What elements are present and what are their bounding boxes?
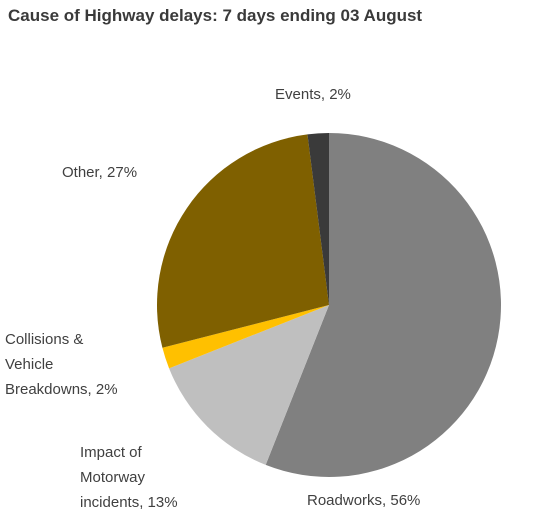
pie-slice [307,133,329,305]
chart-title: Cause of Highway delays: 7 days ending 0… [8,6,423,25]
pie-slice [265,133,502,478]
slice-label: Collisions & Vehicle Breakdowns, 2% [5,331,118,398]
pie-slice [162,305,329,369]
slice-label: Impact of Motorway incidents, 13% [80,444,178,511]
pie-slice [169,305,329,465]
slice-label: Events, 2% [275,86,351,103]
slice-label: Roadworks, 56% [307,492,421,509]
pie-slice [157,134,329,348]
slice-label: Other, 27% [62,164,138,181]
